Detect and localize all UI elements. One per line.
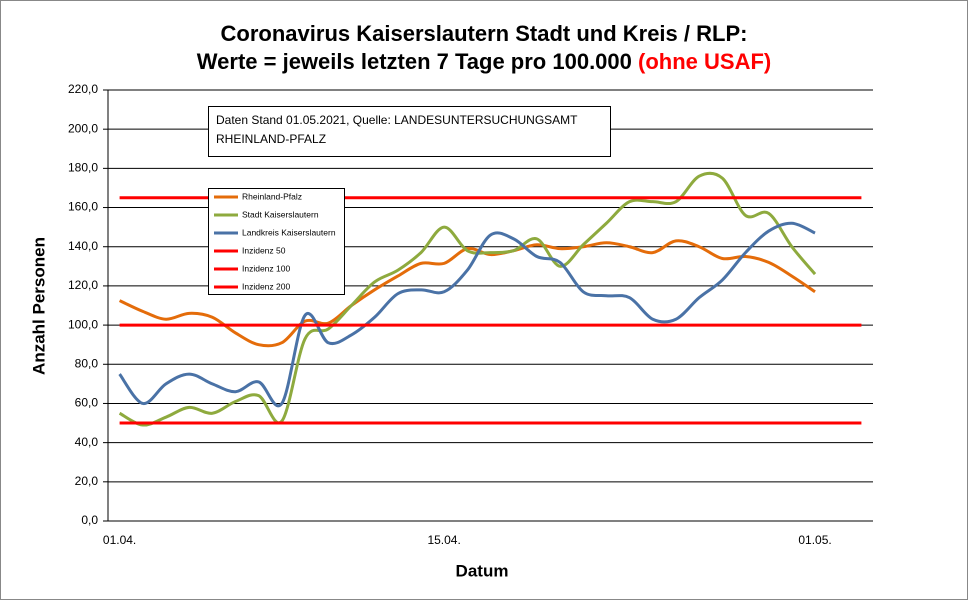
series-line <box>118 221 816 408</box>
x-tick-label: 01.04. <box>103 533 136 547</box>
y-tick-label: 180,0 <box>68 161 98 175</box>
legend-label: Stadt Kaiserslautern <box>242 209 319 219</box>
chart-title: Werte = jeweils letzten 7 Tage pro 100.0… <box>197 49 632 74</box>
series-line <box>118 239 816 348</box>
y-tick-label: 100,0 <box>68 317 98 331</box>
y-axis-label: Anzahl Personen <box>29 237 48 375</box>
chart-title: Werte = jeweils letzten 7 Tage pro 100.0… <box>197 49 771 74</box>
y-tick-label: 40,0 <box>75 435 99 449</box>
series-line <box>118 171 817 427</box>
chart-title-highlight: (ohne USAF) <box>638 49 771 74</box>
y-tick-label: 160,0 <box>68 200 98 214</box>
y-tick-label: 220,0 <box>68 82 98 96</box>
legend-label: Landkreis Kaiserslautern <box>242 227 336 237</box>
y-tick-label: 0,0 <box>81 513 98 527</box>
annotation: Daten Stand 01.05.2021, Quelle: LANDESUN… <box>216 113 578 127</box>
annotation-box <box>208 106 611 157</box>
chart-title: Coronavirus Kaiserslautern Stadt und Kre… <box>221 21 748 46</box>
y-tick-label: 120,0 <box>68 278 98 292</box>
legend-label: Rheinland-Pfalz <box>242 191 302 201</box>
x-axis-label: Datum <box>456 561 509 580</box>
y-tick-label: 80,0 <box>75 356 99 370</box>
y-tick-label: 60,0 <box>75 396 99 410</box>
legend-label: Inzidenz 100 <box>242 263 290 273</box>
legend-label: Inzidenz 200 <box>242 281 290 291</box>
x-tick-label: 15.04. <box>427 533 460 547</box>
y-tick-label: 200,0 <box>68 121 98 135</box>
annotation: RHEINLAND-PFALZ <box>216 132 326 146</box>
y-tick-label: 140,0 <box>68 239 98 253</box>
legend <box>208 188 345 295</box>
x-tick-label: 01.05. <box>798 533 831 547</box>
y-tick-label: 20,0 <box>75 474 99 488</box>
legend-label: Inzidenz 50 <box>242 245 286 255</box>
